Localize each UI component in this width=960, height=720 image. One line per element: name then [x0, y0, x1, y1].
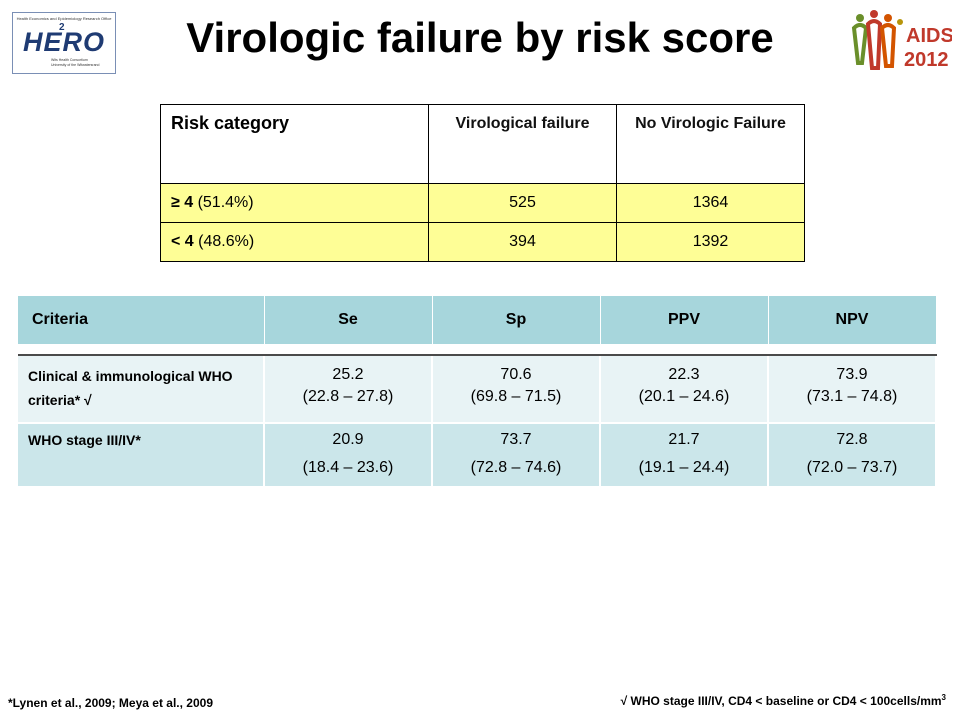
criteria-header-ppv: PPV: [600, 296, 769, 344]
criteria-header-se: Se: [264, 296, 433, 344]
criteria-cell-se: 25.2 (22.8 – 27.8): [265, 356, 431, 408]
ribbon-figures-icon: [851, 10, 903, 70]
risk-label-threshold: ≥ 4: [171, 194, 194, 211]
aids-logo-word: AIDS: [906, 25, 952, 47]
risk-label: ≥ 4 (51.4%): [160, 183, 429, 223]
hero-logo: Health Economics and Epidemiology Resear…: [12, 12, 116, 74]
footnote-references: *Lynen et al., 2009; Meya et al., 2009: [8, 696, 213, 710]
criteria-header-row: Criteria Se Sp PPV NPV: [18, 296, 937, 344]
page-title: Virologic failure by risk score: [186, 14, 774, 61]
cell-value: 73.9: [836, 366, 868, 383]
risk-label: < 4 (48.6%): [160, 222, 429, 262]
risk-vf-value: 394: [428, 222, 617, 262]
cell-value: 21.7: [668, 431, 700, 448]
cell-value: 25.2: [332, 366, 364, 383]
risk-nvf-value: 1392: [616, 222, 805, 262]
cell-ci: (72.0 – 73.7): [806, 459, 898, 476]
criteria-cell-npv: 72.8 (72.0 – 73.7): [769, 424, 935, 482]
risk-category-table: Risk category Virological failure No Vir…: [160, 104, 805, 262]
cell-ci: (18.4 – 23.6): [302, 459, 394, 476]
footnote-definition-text: √ WHO stage III/IV, CD4 < baseline or CD…: [620, 694, 942, 708]
criteria-cell-npv: 73.9 (73.1 – 74.8): [769, 356, 935, 408]
risk-header-category: Risk category: [160, 104, 429, 184]
cell-ci: (20.1 – 24.6): [638, 388, 730, 405]
cell-value: 70.6: [500, 366, 532, 383]
criteria-cell-se: 20.9 (18.4 – 23.6): [265, 424, 431, 482]
cell-ci: (22.8 – 27.8): [302, 388, 394, 405]
criteria-row-clinical: Clinical & immunological WHO criteria* √…: [18, 355, 937, 424]
footnote-definition: √ WHO stage III/IV, CD4 < baseline or CD…: [621, 693, 946, 708]
criteria-row-who-stage: WHO stage III/IV* 20.9 (18.4 – 23.6) 73.7…: [18, 423, 937, 486]
hero-logo-top-text: Health Economics and Epidemiology Resear…: [16, 16, 112, 21]
risk-header-no-virologic-failure: No Virologic Failure: [616, 104, 805, 184]
criteria-row-label: Clinical & immunological WHO criteria* √: [28, 368, 233, 408]
cell-value: 72.8: [836, 431, 868, 448]
cell-value: 20.9: [332, 431, 364, 448]
criteria-cell-ppv: 22.3 (20.1 – 24.6): [601, 356, 767, 408]
cell-value: 22.3: [668, 366, 700, 383]
criteria-divider: [18, 344, 937, 356]
hero-logo-superscript: 2: [59, 22, 65, 33]
cell-value: 73.7: [500, 431, 532, 448]
criteria-header-npv: NPV: [768, 296, 937, 344]
risk-label-threshold: < 4: [171, 233, 194, 250]
risk-row-low: < 4 (48.6%) 394 1392: [160, 222, 805, 262]
aids-2012-logo: AIDS 2012: [851, 10, 952, 71]
risk-header-virological-failure: Virological failure: [428, 104, 617, 184]
criteria-row-label: WHO stage III/IV*: [28, 432, 141, 448]
hero-logo-tagline-2: University of the Witwatersrand: [51, 63, 100, 67]
aids-logo-year: 2012: [904, 49, 949, 71]
cell-ci: (69.8 – 71.5): [470, 388, 562, 405]
cell-ci: (73.1 – 74.8): [806, 388, 898, 405]
criteria-cell-sp: 70.6 (69.8 – 71.5): [433, 356, 599, 408]
cell-ci: (72.8 – 74.6): [470, 459, 562, 476]
risk-label-percent: (51.4%): [193, 194, 254, 211]
criteria-cell-sp: 73.7 (72.8 – 74.6): [433, 424, 599, 482]
hero-logo-tagline-1: Wits Health Consortium: [51, 58, 88, 62]
risk-nvf-value: 1364: [616, 183, 805, 223]
criteria-cell-ppv: 21.7 (19.1 – 24.4): [601, 424, 767, 482]
risk-vf-value: 525: [428, 183, 617, 223]
footnote-superscript: 3: [941, 693, 946, 702]
hero-logo-word: HERO: [23, 27, 106, 57]
criteria-header-criteria: Criteria: [18, 296, 265, 344]
risk-row-high: ≥ 4 (51.4%) 525 1364: [160, 183, 805, 223]
risk-label-percent: (48.6%): [193, 233, 255, 250]
criteria-table: Criteria Se Sp PPV NPV Clinical & immuno…: [18, 296, 937, 486]
cell-ci: (19.1 – 24.4): [638, 459, 730, 476]
criteria-header-sp: Sp: [432, 296, 601, 344]
